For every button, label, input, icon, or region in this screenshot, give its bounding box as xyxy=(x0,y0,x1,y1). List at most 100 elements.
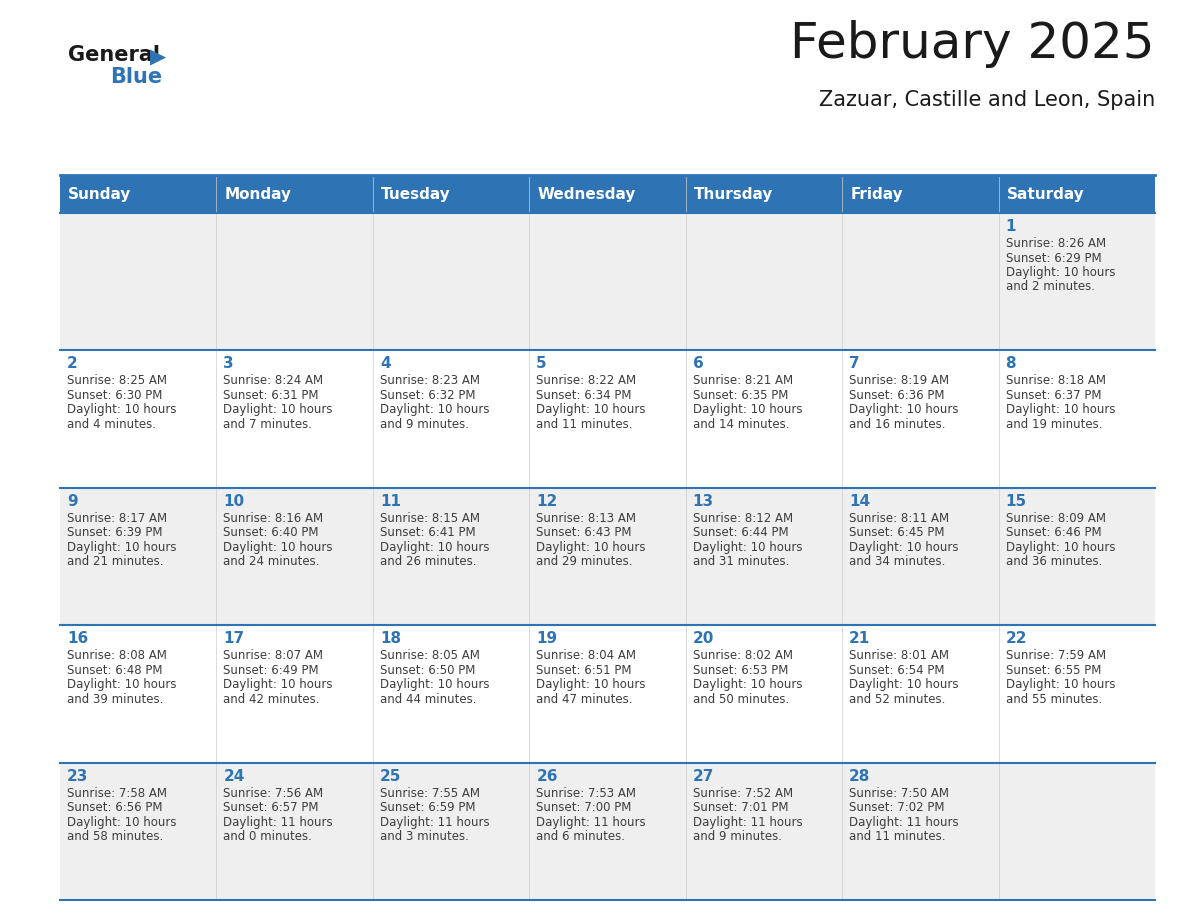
Bar xyxy=(216,213,373,351)
Bar xyxy=(61,487,216,625)
Bar xyxy=(216,487,373,625)
Text: Sunrise: 7:56 AM: Sunrise: 7:56 AM xyxy=(223,787,323,800)
Text: Daylight: 10 hours: Daylight: 10 hours xyxy=(693,678,802,691)
Text: Sunset: 6:32 PM: Sunset: 6:32 PM xyxy=(380,389,475,402)
Text: Saturday: Saturday xyxy=(1006,186,1085,201)
Bar xyxy=(61,213,216,351)
Bar xyxy=(216,763,373,900)
Text: Wednesday: Wednesday xyxy=(537,186,636,201)
Text: Daylight: 11 hours: Daylight: 11 hours xyxy=(380,815,489,829)
Bar xyxy=(530,763,685,900)
Bar xyxy=(373,213,530,351)
Text: 21: 21 xyxy=(849,632,871,646)
Text: and 34 minutes.: and 34 minutes. xyxy=(849,555,946,568)
Text: Daylight: 10 hours: Daylight: 10 hours xyxy=(536,541,646,554)
Text: Sunrise: 8:02 AM: Sunrise: 8:02 AM xyxy=(693,649,792,662)
Text: Sunset: 6:36 PM: Sunset: 6:36 PM xyxy=(849,389,944,402)
Text: and 55 minutes.: and 55 minutes. xyxy=(1005,693,1101,706)
Text: Sunrise: 8:22 AM: Sunrise: 8:22 AM xyxy=(536,375,637,387)
Text: and 9 minutes.: and 9 minutes. xyxy=(380,418,469,431)
Text: Daylight: 10 hours: Daylight: 10 hours xyxy=(1005,266,1116,279)
Text: and 44 minutes.: and 44 minutes. xyxy=(380,693,476,706)
Bar xyxy=(999,487,1155,625)
Bar xyxy=(842,213,999,351)
Text: and 19 minutes.: and 19 minutes. xyxy=(1005,418,1102,431)
Text: Sunrise: 8:21 AM: Sunrise: 8:21 AM xyxy=(693,375,792,387)
Text: 1: 1 xyxy=(1005,219,1016,234)
Text: Daylight: 10 hours: Daylight: 10 hours xyxy=(67,403,177,417)
Text: Sunset: 6:43 PM: Sunset: 6:43 PM xyxy=(536,526,632,539)
Text: Daylight: 10 hours: Daylight: 10 hours xyxy=(693,403,802,417)
Text: Daylight: 10 hours: Daylight: 10 hours xyxy=(380,678,489,691)
Text: 25: 25 xyxy=(380,768,402,784)
Text: General: General xyxy=(68,45,160,65)
Text: Sunset: 6:57 PM: Sunset: 6:57 PM xyxy=(223,801,318,814)
Text: Daylight: 11 hours: Daylight: 11 hours xyxy=(536,815,646,829)
Text: 22: 22 xyxy=(1005,632,1028,646)
Text: Sunrise: 8:05 AM: Sunrise: 8:05 AM xyxy=(380,649,480,662)
Text: and 16 minutes.: and 16 minutes. xyxy=(849,418,946,431)
Text: and 0 minutes.: and 0 minutes. xyxy=(223,830,312,843)
Text: Sunrise: 7:55 AM: Sunrise: 7:55 AM xyxy=(380,787,480,800)
Text: and 6 minutes.: and 6 minutes. xyxy=(536,830,625,843)
Text: and 3 minutes.: and 3 minutes. xyxy=(380,830,469,843)
Text: Sunrise: 8:09 AM: Sunrise: 8:09 AM xyxy=(1005,512,1106,525)
Text: Sunrise: 8:18 AM: Sunrise: 8:18 AM xyxy=(1005,375,1106,387)
Text: Sunset: 6:50 PM: Sunset: 6:50 PM xyxy=(380,664,475,677)
Bar xyxy=(530,213,685,351)
Text: 7: 7 xyxy=(849,356,860,372)
Bar xyxy=(373,625,530,763)
Text: Sunrise: 8:25 AM: Sunrise: 8:25 AM xyxy=(67,375,168,387)
Text: and 58 minutes.: and 58 minutes. xyxy=(67,830,163,843)
Text: Daylight: 11 hours: Daylight: 11 hours xyxy=(693,815,802,829)
Text: Sunrise: 8:23 AM: Sunrise: 8:23 AM xyxy=(380,375,480,387)
Text: and 7 minutes.: and 7 minutes. xyxy=(223,418,312,431)
Text: and 52 minutes.: and 52 minutes. xyxy=(849,693,946,706)
Text: 18: 18 xyxy=(380,632,402,646)
Text: and 24 minutes.: and 24 minutes. xyxy=(223,555,320,568)
Text: Sunrise: 7:50 AM: Sunrise: 7:50 AM xyxy=(849,787,949,800)
Bar xyxy=(999,763,1155,900)
Text: Daylight: 10 hours: Daylight: 10 hours xyxy=(67,541,177,554)
Text: Sunday: Sunday xyxy=(68,186,132,201)
Text: Sunrise: 7:58 AM: Sunrise: 7:58 AM xyxy=(67,787,168,800)
Text: 13: 13 xyxy=(693,494,714,509)
Text: Friday: Friday xyxy=(851,186,903,201)
Text: Sunset: 6:35 PM: Sunset: 6:35 PM xyxy=(693,389,788,402)
Text: Sunset: 6:49 PM: Sunset: 6:49 PM xyxy=(223,664,320,677)
Text: and 39 minutes.: and 39 minutes. xyxy=(67,693,164,706)
Text: and 21 minutes.: and 21 minutes. xyxy=(67,555,164,568)
Text: 6: 6 xyxy=(693,356,703,372)
Text: Daylight: 10 hours: Daylight: 10 hours xyxy=(380,403,489,417)
Text: 11: 11 xyxy=(380,494,400,509)
Text: Sunset: 6:53 PM: Sunset: 6:53 PM xyxy=(693,664,788,677)
Bar xyxy=(61,763,216,900)
Bar xyxy=(842,487,999,625)
Text: Sunset: 6:30 PM: Sunset: 6:30 PM xyxy=(67,389,163,402)
Text: 28: 28 xyxy=(849,768,871,784)
Text: 20: 20 xyxy=(693,632,714,646)
Text: Sunrise: 7:59 AM: Sunrise: 7:59 AM xyxy=(1005,649,1106,662)
Text: Daylight: 10 hours: Daylight: 10 hours xyxy=(849,541,959,554)
Text: Sunrise: 8:19 AM: Sunrise: 8:19 AM xyxy=(849,375,949,387)
Text: Tuesday: Tuesday xyxy=(381,186,450,201)
Bar xyxy=(373,763,530,900)
Text: and 14 minutes.: and 14 minutes. xyxy=(693,418,789,431)
Bar xyxy=(999,175,1155,213)
Text: Daylight: 11 hours: Daylight: 11 hours xyxy=(849,815,959,829)
Text: Monday: Monday xyxy=(225,186,291,201)
Text: Sunset: 6:51 PM: Sunset: 6:51 PM xyxy=(536,664,632,677)
Text: Sunrise: 8:12 AM: Sunrise: 8:12 AM xyxy=(693,512,792,525)
Text: Sunset: 6:41 PM: Sunset: 6:41 PM xyxy=(380,526,475,539)
Text: 4: 4 xyxy=(380,356,391,372)
Text: Daylight: 10 hours: Daylight: 10 hours xyxy=(849,403,959,417)
Text: Sunset: 7:00 PM: Sunset: 7:00 PM xyxy=(536,801,632,814)
Text: 24: 24 xyxy=(223,768,245,784)
Text: Sunrise: 7:52 AM: Sunrise: 7:52 AM xyxy=(693,787,792,800)
Text: and 11 minutes.: and 11 minutes. xyxy=(536,418,633,431)
Text: Sunrise: 8:17 AM: Sunrise: 8:17 AM xyxy=(67,512,168,525)
Text: Daylight: 10 hours: Daylight: 10 hours xyxy=(536,403,646,417)
Text: Thursday: Thursday xyxy=(694,186,773,201)
Text: Daylight: 10 hours: Daylight: 10 hours xyxy=(1005,403,1116,417)
Bar xyxy=(61,351,216,487)
